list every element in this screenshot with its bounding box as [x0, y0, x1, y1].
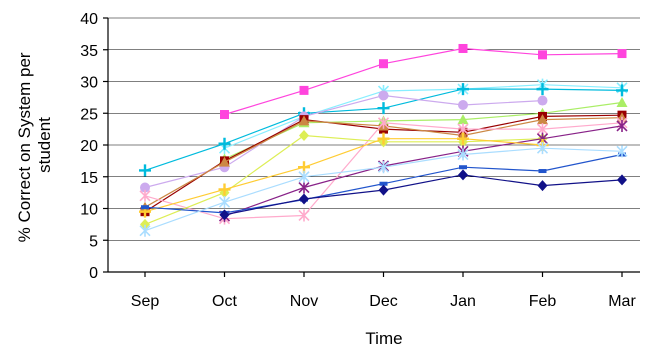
series-13 [139, 142, 628, 237]
data-point [537, 95, 548, 106]
series-14 [219, 169, 627, 221]
data-point [537, 114, 548, 125]
data-point [298, 115, 310, 126]
series [139, 43, 628, 237]
data-point [218, 137, 231, 150]
data-point [377, 161, 390, 174]
y-tick-label: 10 [80, 202, 98, 219]
data-point [219, 156, 230, 167]
data-point [458, 99, 468, 110]
gridlines [103, 17, 640, 273]
data-point [617, 174, 627, 186]
data-point [457, 83, 469, 96]
series-line [224, 47, 623, 116]
data-point [140, 182, 150, 193]
data-point [299, 193, 309, 205]
x-tick-label-sep: Sep [131, 293, 160, 310]
data-point [299, 129, 309, 141]
x-tick-label-oct: Oct [212, 293, 237, 310]
x-tick-label-jan: Jan [450, 293, 476, 310]
y-axis-title: % Correct on System per student [15, 48, 54, 243]
data-point [139, 189, 151, 202]
data-point [616, 145, 628, 158]
data-point [218, 183, 231, 196]
series-line [144, 134, 543, 225]
x-tick-label-mar: Mar [608, 293, 636, 310]
data-point [536, 83, 549, 96]
data-point [616, 84, 628, 97]
series-line [144, 138, 543, 213]
data-point [298, 209, 310, 222]
data-point [377, 116, 390, 129]
series-line [144, 94, 543, 189]
data-point [536, 142, 549, 155]
series-10 [218, 119, 628, 223]
data-point [538, 169, 547, 174]
data-point [298, 170, 310, 183]
y-axis-title-line-2: student [35, 117, 54, 173]
series-1 [220, 43, 627, 120]
data-point [458, 43, 468, 53]
y-tick-label: 20 [80, 138, 98, 155]
data-point [379, 181, 388, 186]
data-point [139, 164, 151, 177]
data-point [459, 165, 467, 170]
y-tick-label: 0 [89, 265, 98, 282]
x-tick-label-feb: Feb [529, 293, 557, 310]
data-point [141, 205, 149, 210]
data-point [378, 184, 389, 196]
data-point [139, 224, 151, 237]
axes [107, 18, 640, 273]
data-point [457, 114, 469, 125]
data-point [219, 209, 230, 221]
data-point [537, 180, 548, 192]
data-point [538, 50, 547, 60]
y-tick-label: 35 [80, 43, 98, 60]
series-line [224, 125, 623, 217]
y-tick-label: 25 [80, 106, 98, 123]
y-tick-label: 5 [89, 233, 98, 250]
x-tick-labels: Sep Oct Nov Dec Jan Feb Mar [131, 272, 636, 310]
data-point [458, 169, 468, 181]
data-point [299, 85, 309, 95]
data-point [378, 90, 389, 101]
x-tick-label-dec: Dec [369, 293, 397, 310]
data-point [457, 132, 469, 145]
data-point [379, 59, 388, 69]
data-point [617, 49, 627, 59]
x-tick-label-nov: Nov [290, 293, 318, 310]
y-axis-title-line-1: % Correct on System per [15, 52, 34, 242]
data-point [220, 110, 229, 120]
y-tick-label: 30 [80, 75, 98, 92]
y-tick-label: 40 [80, 11, 98, 28]
data-point [377, 132, 390, 145]
data-point [218, 196, 231, 209]
data-point [298, 181, 310, 194]
series-line [224, 101, 623, 160]
series-line [224, 84, 623, 149]
data-point [377, 102, 390, 115]
y-tick-label: 15 [80, 170, 98, 187]
series-line [224, 174, 623, 216]
data-point [616, 96, 628, 107]
x-axis-title: Time [365, 329, 402, 348]
y-tick-labels: 0 5 10 15 20 25 30 35 40 [80, 11, 98, 282]
data-point [457, 148, 469, 161]
data-point [616, 119, 628, 132]
